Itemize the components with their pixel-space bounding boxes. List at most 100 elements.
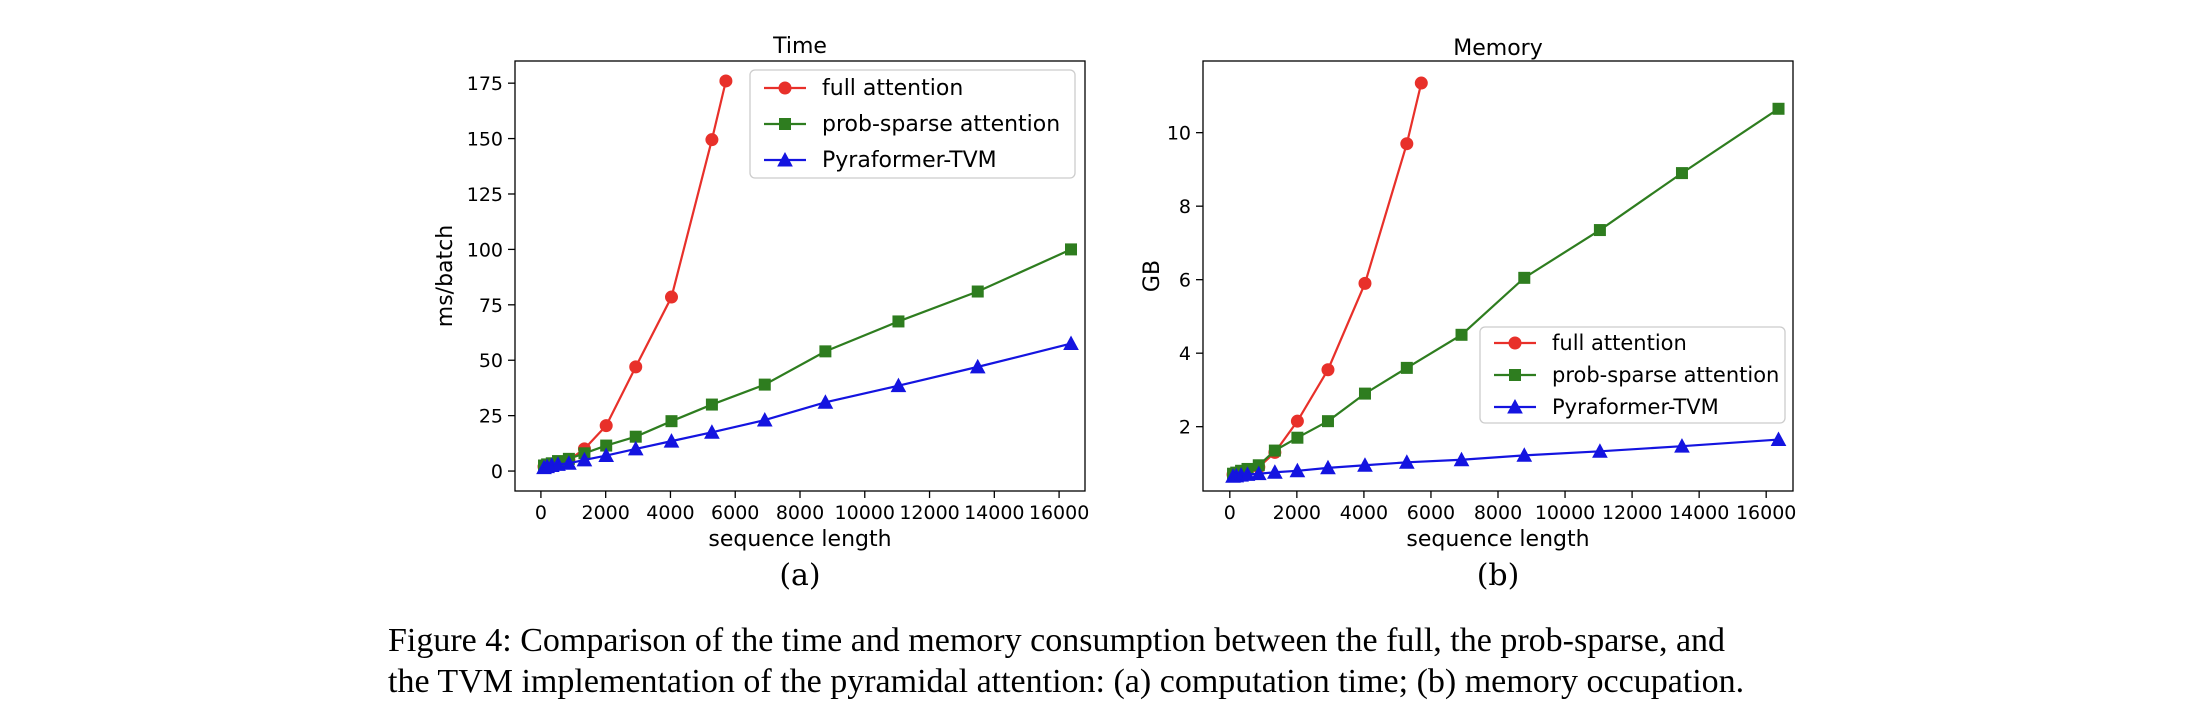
chart-time-ylabel: ms/batch [433,225,458,327]
chart-time-ytick-label-50: 50 [479,350,503,372]
chart-time-xtick-label-10000: 10000 [835,502,895,524]
chart-memory-series-pyraformer-tvm-point-10 [1453,451,1470,467]
chart-memory-xtick-label-0: 0 [1224,502,1236,524]
chart-memory-legend: full attention prob-sparse attention Pyraf… [1479,326,1786,424]
chart-memory-series-prob-sparse-attention-point-13 [1675,167,1688,180]
chart-memory-series-prob-sparse-attention-point-12 [1593,224,1606,237]
chart-memory-legend-entry-1-label: prob-sparse attention [1552,363,1779,387]
chart-time-ytick-label-125: 125 [467,184,503,206]
chart-time-xtick-label-8000: 8000 [776,502,824,524]
chart-time-xtick-label-0: 0 [535,502,547,524]
chart-time-legend-entry-2-label: Pyraformer-TVM [822,148,997,173]
chart-time-ytick-label-0: 0 [491,461,503,483]
chart-time-xtick-label-4000: 4000 [646,502,694,524]
chart-memory-series-full-attention-point-8 [1358,276,1372,290]
chart-time-legend-box [749,69,1076,179]
chart-memory-xtick-label-8000: 8000 [1474,502,1522,524]
chart-time-legend-entry-2-point-legend [777,151,793,167]
chart-memory-ytick-label-8: 8 [1179,196,1191,218]
chart-time-xtick-label-16000: 16000 [1029,502,1089,524]
chart-time-series-full-attention-line [543,80,727,468]
chart-memory-xtick-label-4000: 4000 [1340,502,1388,524]
chart-memory-panel-label: (b) [1477,558,1520,593]
chart-time: Time 0 2000 4000 6000 8000 10000 12000 14000 1600… [433,34,1089,593]
chart-memory-series-pyraformer-tvm-point-4 [1250,465,1267,481]
chart-memory-title: Memory [1453,36,1542,61]
chart-time-series-pyraformer-tvm-point-5 [576,451,593,467]
chart-time-legend-entry-1-label: prob-sparse attention [822,112,1060,137]
chart-memory-legend-entry-0-label: full attention [1552,331,1687,355]
chart-memory-xlabel: sequence length [1406,527,1589,552]
chart-memory-series-pyraformer-tvm-point-8 [1357,457,1373,472]
chart-time-ytick-label-75: 75 [479,295,503,317]
chart-time-ytick-label-25: 25 [479,406,503,428]
chart-time-legend-entry-0-point-legend [778,81,792,95]
chart-time-series-pyraformer-tvm-point-14 [1063,335,1079,351]
chart-memory-series-pyraformer-tvm-point-12 [1592,443,1608,458]
chart-memory-series-pyraformer-tvm-point-13 [1674,438,1690,453]
chart-memory-legend-entry-2-label: Pyraformer-TVM [1552,395,1719,419]
chart-time-series-prob-sparse-attention-point-9 [705,398,718,411]
chart-time-panel-label: (a) [779,558,820,593]
chart-time-series-prob-sparse-attention-point-14 [1065,243,1078,256]
chart-memory-legend-box [1479,326,1786,424]
chart-time-series-pyraformer-tvm-point-9 [704,424,720,439]
chart-memory-ytick-label-6: 6 [1179,270,1191,292]
chart-memory-ytick-label-2: 2 [1179,417,1191,439]
chart-time-legend-entry-0-label: full attention [822,76,963,101]
chart-memory-plot-frame [1202,60,1794,492]
chart-memory-series-full-attention-point-6 [1290,414,1304,428]
chart-memory-series-full-attention-point-10 [1414,76,1428,90]
chart-time-series-pyraformer-tvm-point-10 [756,412,773,427]
chart-time-series-prob-sparse-attention-point-13 [971,285,984,298]
chart-memory-legend-entry-2-point-legend [1507,398,1523,414]
chart-time-series-pyraformer-tvm-point-13 [969,358,986,374]
chart-time-series-pyraformer-tvm-point-7 [627,440,644,456]
chart-time-series-prob-sparse-attention [538,243,1078,472]
chart-time-series-prob-sparse-attention-point-7 [629,430,642,443]
chart-memory-xtick-label-16000: 16000 [1736,502,1796,524]
chart-memory-ylabel: GB [1140,260,1165,292]
chart-memory-series-prob-sparse-attention-point-11 [1518,271,1531,284]
chart-memory-series-prob-sparse-attention-point-10 [1455,328,1468,341]
chart-memory-series-full-attention-point-7 [1321,363,1335,377]
chart-time-series-full-attention-point-6 [599,419,613,433]
chart-time-series-pyraformer-tvm-point-6 [598,447,615,462]
chart-time-series-pyraformer-tvm-point-4 [561,455,577,470]
chart-time-series-prob-sparse-attention-point-8 [665,415,678,428]
chart-memory-series-pyraformer-tvm-point-6 [1289,462,1306,478]
chart-memory-series-prob-sparse-attention-point-6 [1291,431,1304,444]
chart-memory-series-prob-sparse-attention-point-8 [1358,387,1371,400]
chart-time-xtick-label-12000: 12000 [899,502,959,524]
chart-memory-xtick-label-2000: 2000 [1273,502,1321,524]
chart-time-ytick-label-150: 150 [467,129,503,151]
chart-time-xtick-label-2000: 2000 [582,502,630,524]
chart-time-xtick-label-6000: 6000 [711,502,759,524]
chart-memory-series-prob-sparse-attention-point-9 [1400,361,1413,374]
chart-time-series-prob-sparse-attention-point-11 [819,345,832,358]
chart-time-legend: full attention prob-sparse attention Pyraf… [749,69,1076,179]
figure-caption: Figure 4: Comparison of the time and mem… [388,620,1888,702]
chart-time-series-pyraformer-tvm-point-12 [890,377,907,393]
chart-time-series-full-attention [537,74,733,474]
chart-memory-ytick-label-4: 4 [1179,343,1191,365]
chart-time-xtick-label-14000: 14000 [964,502,1024,524]
chart-time-series-full-attention-point-8 [664,290,678,304]
chart-memory-series-pyraformer-tvm-line [1232,438,1779,478]
chart-memory-series-full-attention-point-9 [1400,137,1414,151]
chart-time-series-prob-sparse-attention-point-12 [892,315,905,328]
chart-time-series-prob-sparse-attention-point-10 [758,378,771,391]
chart-memory-legend-entry-1-point-legend [1509,369,1521,381]
chart-memory-xtick-label-14000: 14000 [1669,502,1729,524]
chart-memory-legend-entry-0-point-legend [1508,336,1522,350]
chart-memory-series-pyraformer-tvm-point-7 [1320,459,1336,475]
chart-memory-xtick-label-10000: 10000 [1535,502,1595,524]
caption-line-2: the TVM implementation of the pyramidal … [388,663,1745,700]
chart-time-series-full-attention-point-7 [629,360,643,374]
chart-memory-xtick-label-6000: 6000 [1407,502,1455,524]
chart-time-series-prob-sparse-attention-line [543,248,1072,467]
chart-time-legend-entry-1-point-legend [779,118,791,130]
chart-time-series-pyraformer-tvm-point-11 [817,394,834,409]
chart-time-title: Time [772,34,827,59]
